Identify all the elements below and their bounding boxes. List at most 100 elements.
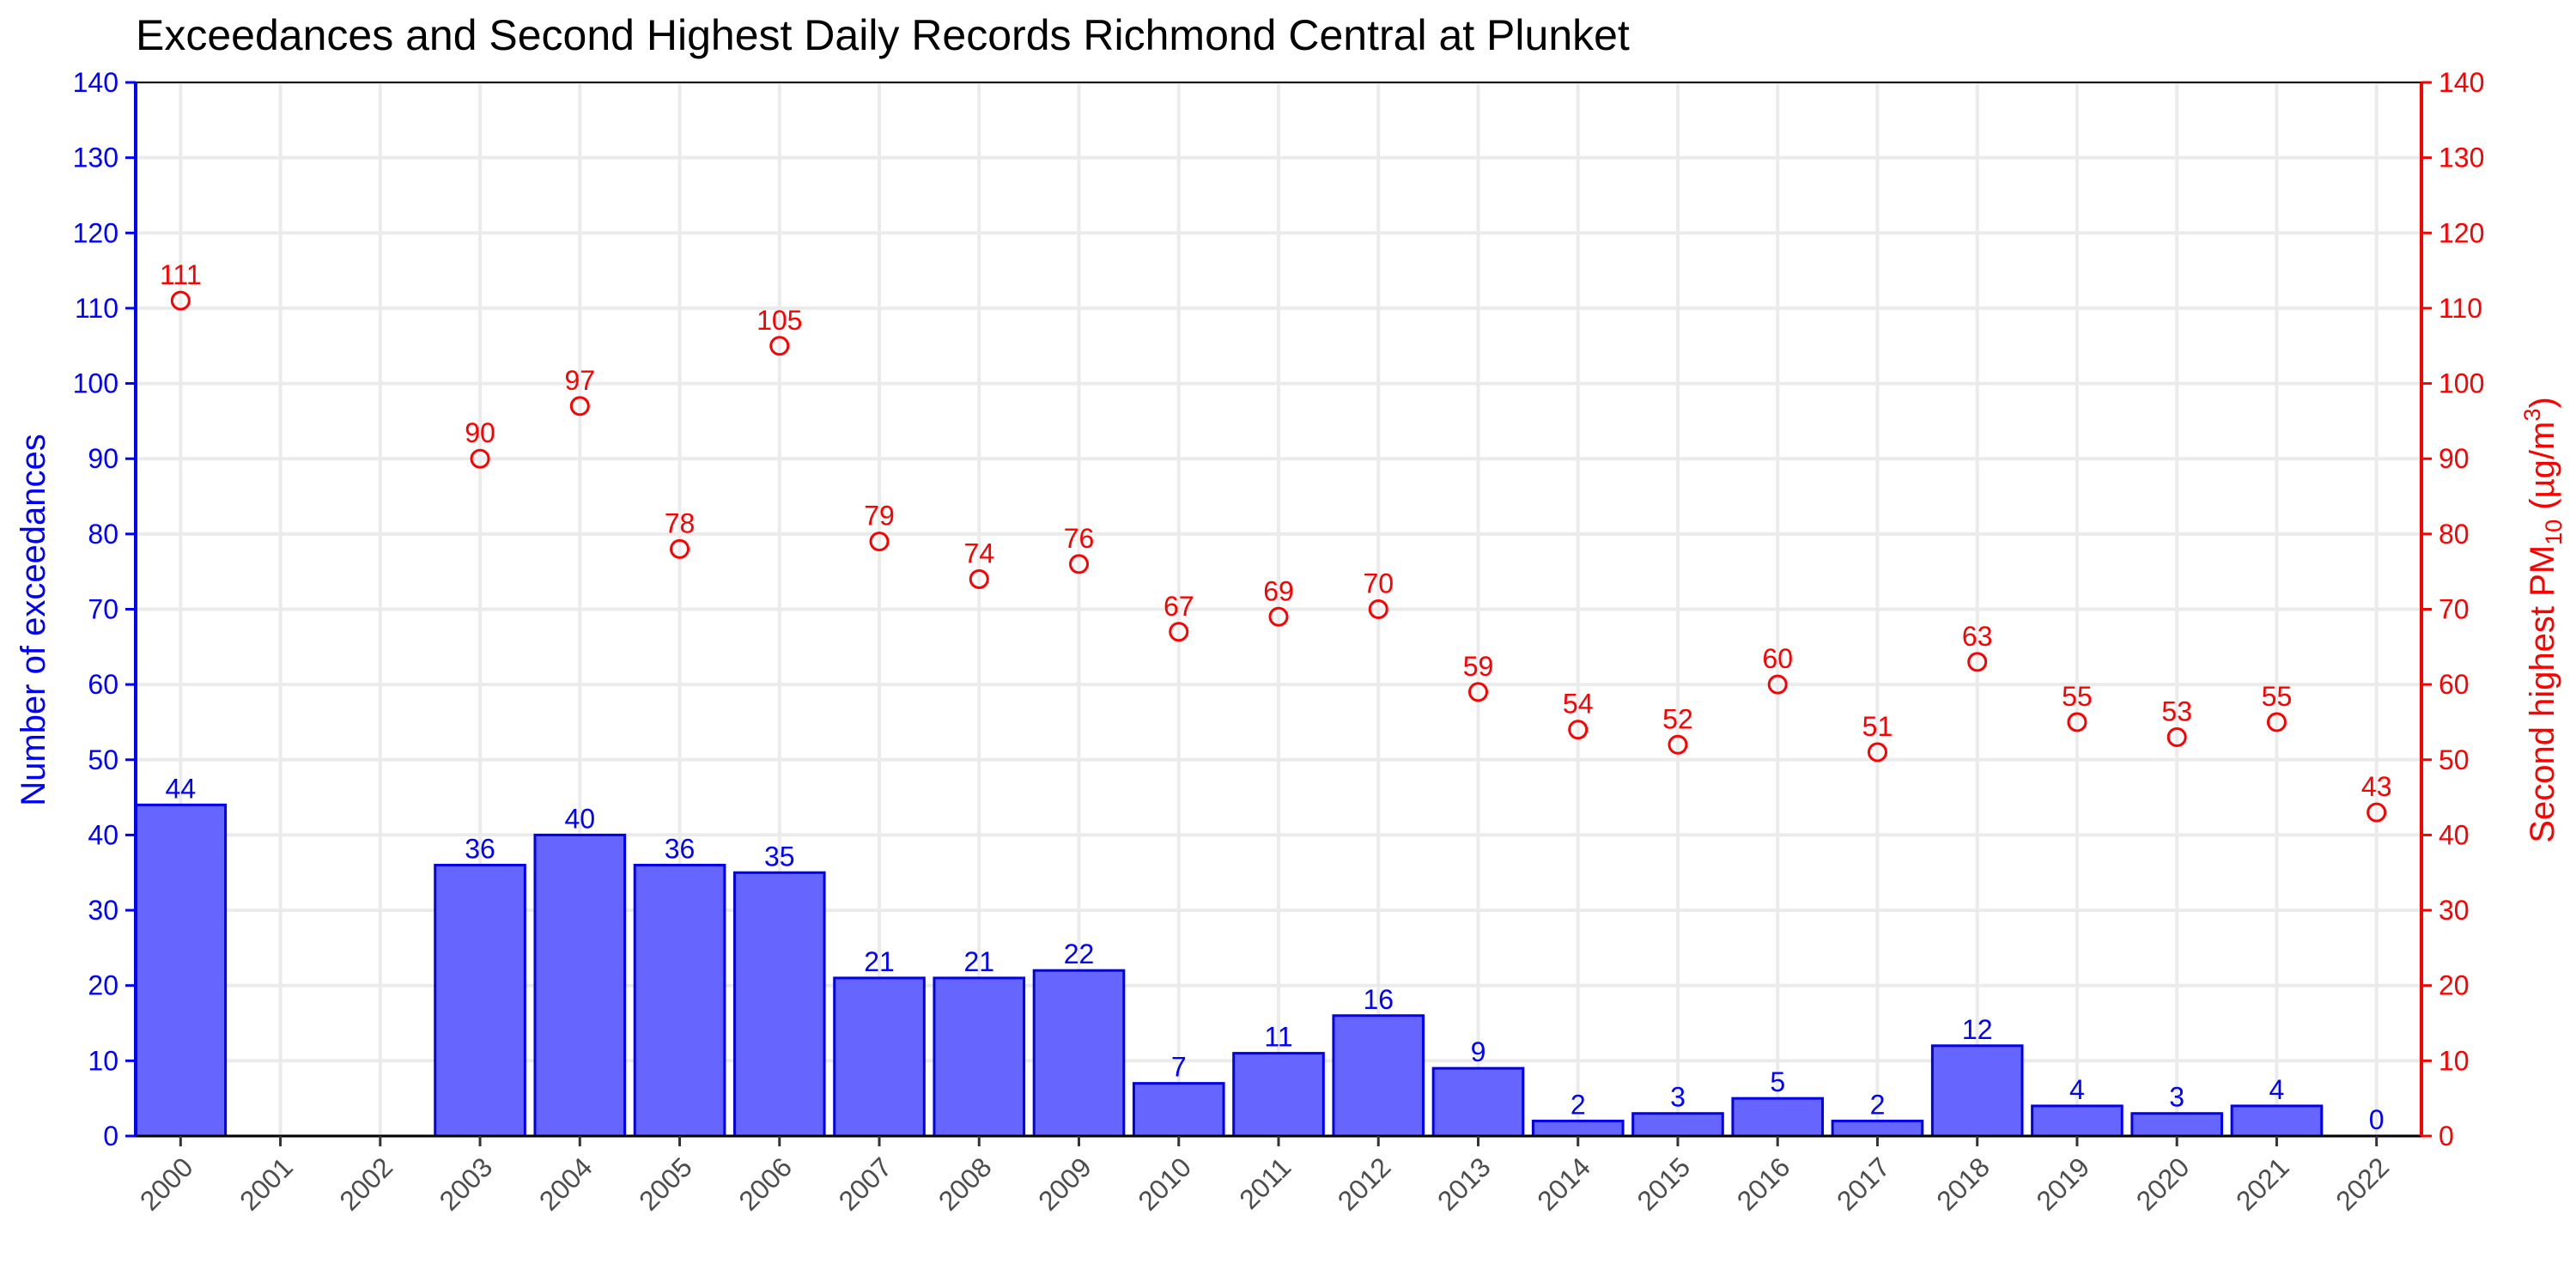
y-right-tick-label: 60 <box>2439 669 2470 700</box>
point-labels: 111 90 97 78 105 79 74 76 67 69 70 59 54 52 60 51 63 55 53… <box>160 259 2391 802</box>
point <box>869 532 890 552</box>
bar <box>1831 1119 1924 1138</box>
bar-value-label: 21 <box>864 946 895 977</box>
point <box>1967 652 1988 672</box>
y-left-tick-label: 120 <box>73 217 118 248</box>
point-value-label: 43 <box>2361 771 2392 802</box>
bar-value-label: 12 <box>1962 1014 1993 1045</box>
y-right-tick-label: 110 <box>2439 293 2482 324</box>
bar-value-label: 3 <box>1670 1082 1686 1113</box>
point <box>1368 599 1388 619</box>
bar <box>732 871 826 1138</box>
y-right-tick-label: 100 <box>2439 368 2484 399</box>
points <box>170 290 2387 823</box>
bar <box>1531 1119 1625 1138</box>
y-left-tick-label: 40 <box>88 819 118 850</box>
y-left-tick-label: 20 <box>88 970 118 1001</box>
bar-value-label: 7 <box>1171 1052 1187 1083</box>
y-axis-right-label-part: Second highest PM <box>2524 545 2561 843</box>
right-axis-ticks: 0 10 20 30 40 50 60 70 80 90 100 110 120 130 140 <box>2421 67 2484 1151</box>
bar <box>2130 1112 2224 1138</box>
bar <box>1132 1082 1225 1138</box>
point <box>1467 682 1488 702</box>
point-value-label: 51 <box>1862 711 1893 742</box>
point-value-label: 76 <box>1064 523 1095 554</box>
bar-value-label: 36 <box>465 833 495 864</box>
point-value-label: 97 <box>564 365 595 396</box>
y-right-tick-label: 120 <box>2439 217 2484 248</box>
y-axis-right-label-part: ) <box>2524 397 2561 408</box>
bar <box>434 863 526 1138</box>
y-left-tick-label: 130 <box>73 143 118 173</box>
bar-value-label: 2 <box>1571 1089 1586 1120</box>
point-value-label: 55 <box>2062 681 2093 712</box>
point <box>1268 606 1289 627</box>
y-right-tick-label: 50 <box>2439 744 2470 775</box>
y-right-tick-label: 80 <box>2439 519 2470 550</box>
y-right-tick-label: 0 <box>2439 1121 2454 1151</box>
bar <box>633 863 726 1138</box>
y-axis-right-label-part: 10 <box>2541 519 2567 545</box>
y-right-tick-label: 90 <box>2439 443 2470 474</box>
point <box>2266 712 2287 732</box>
y-left-tick-label: 90 <box>88 443 118 474</box>
y-right-tick-label: 140 <box>2439 67 2484 98</box>
bar <box>1631 1112 1724 1138</box>
point <box>569 396 590 416</box>
point-value-label: 111 <box>160 259 202 290</box>
bar <box>1930 1044 2024 1138</box>
point-value-label: 60 <box>1762 643 1793 674</box>
bar-value-label: 3 <box>2169 1082 2184 1113</box>
bar <box>833 976 926 1138</box>
point <box>1568 720 1589 740</box>
point <box>2166 726 2187 747</box>
y-left-tick-label: 110 <box>75 293 118 324</box>
point-value-label: 63 <box>1962 621 1993 652</box>
point-value-label: 78 <box>665 507 696 538</box>
y-left-tick-label: 70 <box>88 594 118 625</box>
y-right-tick-label: 30 <box>2439 895 2470 926</box>
point <box>1867 742 1887 762</box>
bar-value-label: 44 <box>166 773 197 804</box>
bar <box>533 833 627 1138</box>
point <box>1668 734 1688 755</box>
point <box>769 336 790 356</box>
bar-value-label: 21 <box>963 946 994 977</box>
bar <box>1332 1014 1425 1138</box>
bar-value-label: 5 <box>1770 1066 1785 1097</box>
bar-value-label: 9 <box>1471 1036 1486 1067</box>
point <box>670 538 690 559</box>
point <box>2067 712 2087 732</box>
point <box>470 448 490 469</box>
bar-value-label: 40 <box>564 803 595 834</box>
bar-value-label: 4 <box>2269 1074 2285 1105</box>
bar-value-label: 0 <box>2369 1104 2385 1135</box>
y-right-tick-label: 20 <box>2439 970 2470 1001</box>
point <box>170 290 191 311</box>
point-value-label: 52 <box>1662 703 1693 734</box>
bar-value-label: 22 <box>1064 939 1095 969</box>
y-left-tick-label: 60 <box>88 669 118 700</box>
point-value-label: 59 <box>1463 651 1494 682</box>
bar-value-label: 4 <box>2069 1074 2085 1105</box>
y-axis-right-label: Second highest PM10 (µg/m3) <box>2519 397 2567 842</box>
bar <box>933 976 1026 1138</box>
point <box>2366 802 2387 823</box>
chart-title: Exceedances and Second Highest Daily Rec… <box>136 11 1630 59</box>
point-value-label: 79 <box>864 501 895 532</box>
bar-value-label: 35 <box>764 841 795 872</box>
point-value-label: 55 <box>2262 681 2293 712</box>
bar-value-label: 2 <box>1870 1089 1886 1120</box>
y-left-tick-label: 50 <box>88 744 118 775</box>
y-left-tick-label: 100 <box>73 368 118 399</box>
point <box>1767 674 1788 695</box>
bars <box>134 803 2324 1138</box>
bar <box>1731 1097 1825 1138</box>
y-left-tick-label: 80 <box>88 519 118 550</box>
bar <box>2230 1104 2324 1138</box>
point <box>969 568 989 589</box>
point-value-label: 90 <box>465 417 495 448</box>
point-value-label: 67 <box>1163 591 1194 622</box>
